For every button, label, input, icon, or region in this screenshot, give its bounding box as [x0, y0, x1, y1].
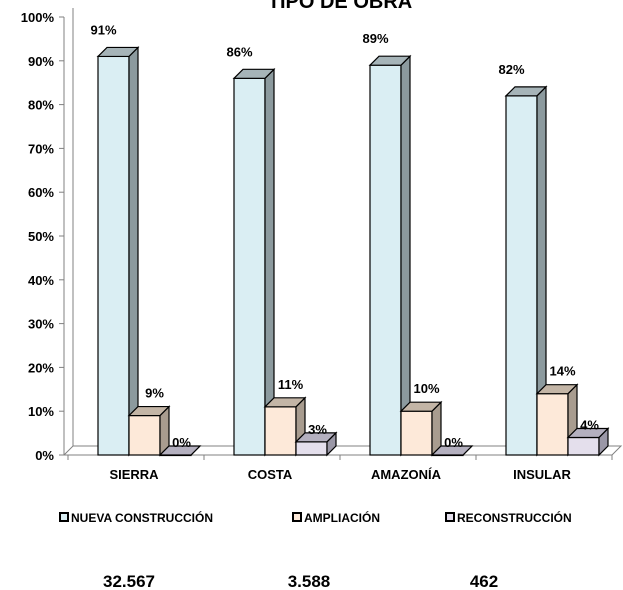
bar-front [97, 55, 130, 456]
legend-label: AMPLIACIÓN [304, 510, 380, 525]
legend-swatch [59, 512, 69, 522]
y-tick-label: 10% [28, 404, 54, 419]
x-tick-label: SIERRA [109, 467, 159, 482]
bar-top [158, 445, 202, 456]
bar-top [263, 397, 307, 408]
y-tick-label: 80% [28, 98, 54, 113]
legend-item: NUEVA CONSTRUCCIÓN [59, 510, 213, 525]
total-value: 32.567 [103, 572, 155, 590]
data-label: 86% [226, 44, 252, 59]
data-label: 10% [413, 381, 439, 396]
bar-front [128, 414, 161, 456]
y-tick-label: 20% [28, 360, 54, 375]
data-label: 9% [145, 386, 164, 401]
bar-front [233, 77, 266, 456]
y-tick-label: 50% [28, 229, 54, 244]
y-tick-label: 70% [28, 141, 54, 156]
bar-top [127, 405, 171, 417]
bar [430, 445, 474, 457]
y-tick-label: 30% [28, 317, 54, 332]
legend-label: NUEVA CONSTRUCCIÓN [71, 510, 213, 525]
bar [158, 445, 202, 457]
legend-item: AMPLIACIÓN [292, 510, 380, 525]
bar [399, 400, 443, 457]
data-label: 3% [308, 422, 327, 437]
data-label: 0% [172, 435, 191, 450]
bar-top [535, 384, 579, 395]
total-value: 3.588 [288, 572, 331, 590]
bar-side [264, 67, 275, 457]
data-label: 14% [549, 364, 575, 379]
y-tick-label: 90% [28, 54, 54, 69]
data-label: 4% [580, 417, 599, 432]
legend-swatch [445, 512, 455, 522]
bar-side [400, 54, 411, 457]
data-label: 11% [278, 377, 304, 392]
data-label: 91% [90, 22, 116, 37]
bar-front [536, 393, 569, 456]
legend-label: RECONSTRUCCIÓN [457, 510, 572, 525]
chart-title: TIPO DE OBRA [268, 0, 412, 13]
bar [504, 85, 548, 457]
legend: NUEVA CONSTRUCCIÓN AMPLIACIÓN RECONSTRUCCI… [59, 510, 572, 525]
bar-side [128, 45, 139, 457]
bar [566, 427, 610, 457]
x-tick-label: INSULAR [513, 467, 571, 482]
y-tick-label: 40% [28, 273, 54, 288]
bar-top [96, 46, 140, 58]
bars [96, 45, 610, 457]
bar-front [567, 436, 600, 456]
bar-front [400, 410, 433, 456]
data-labels: 91% 9% 0% 86% 11% 3% 89% 10% 0% 82% 14% 4% [90, 22, 599, 450]
legend-swatch [292, 512, 302, 522]
bar-top [430, 445, 474, 456]
x-tick-label: AMAZONÍA [371, 467, 442, 482]
bar-top [566, 427, 610, 439]
bar [96, 45, 140, 457]
bar [294, 431, 338, 457]
y-tick-label: 100% [21, 10, 55, 25]
bar-top [399, 401, 443, 412]
bar-front [264, 406, 297, 456]
data-label: 89% [362, 31, 388, 46]
data-label: 0% [444, 435, 463, 450]
bar-front [369, 64, 402, 456]
axes: 0% 10% 20% 30% 40% 50% 60% 70% 80% 90% 100% SIERRA C… [21, 8, 623, 482]
total-value: 462 [470, 572, 498, 590]
bar [127, 405, 171, 457]
bar [368, 54, 412, 457]
data-label: 82% [498, 62, 524, 77]
bar-front [505, 95, 538, 456]
bar-front [295, 441, 328, 456]
bar-top [504, 86, 548, 97]
y-tick-label: 0% [35, 448, 54, 463]
bar-top [294, 432, 338, 443]
legend-item: RECONSTRUCCIÓN [445, 510, 572, 525]
bar-top [232, 68, 276, 79]
totals-row: 32.567 3.588 462 [103, 572, 498, 590]
bar-top [368, 55, 412, 66]
y-tick-label: 60% [28, 185, 54, 200]
x-tick-label: COSTA [248, 467, 293, 482]
bar [232, 67, 276, 457]
